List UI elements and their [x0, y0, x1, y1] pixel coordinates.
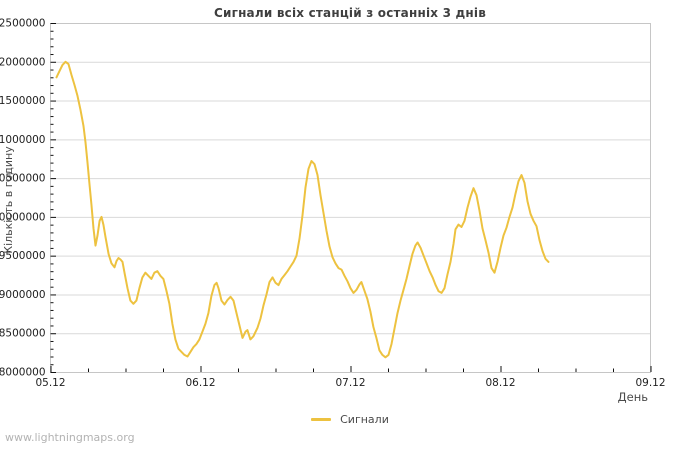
y-tick-label: 11500000	[0, 95, 46, 107]
x-tick-label: 08.12	[485, 377, 515, 389]
legend-line-swatch	[311, 418, 332, 421]
y-tick-label: 9000000	[0, 289, 46, 301]
y-tick-label: 8000000	[0, 367, 46, 379]
y-tick-label: 10500000	[0, 173, 46, 185]
y-axis-title: Кількість в годину	[2, 146, 15, 254]
y-tick-label: 8500000	[0, 328, 46, 340]
y-tick-label: 9500000	[0, 250, 46, 262]
grid-layer	[50, 61, 651, 335]
x-tick-label: 06.12	[185, 377, 215, 389]
y-tick-label: 12000000	[0, 56, 46, 68]
chart-title: Сигнали всіх станцій з останніх 3 днів	[213, 6, 487, 20]
x-tick-label: 05.12	[35, 377, 65, 389]
x-axis-title: День	[618, 390, 649, 404]
signals-series-line	[55, 60, 550, 359]
y-tick-label: 11000000	[0, 134, 46, 146]
series-layer	[55, 60, 550, 359]
plot-border	[50, 23, 651, 373]
x-tick-label: 09.12	[635, 377, 665, 389]
x-tick-label: 07.12	[335, 377, 365, 389]
legend-series-label: Сигнали	[340, 413, 389, 426]
legend: Сигнали	[0, 413, 700, 426]
watermark-url: www.lightningmaps.org	[5, 431, 135, 444]
axis-layer: 8000000 8500000 9000000 9500000 10000000 1050…	[0, 18, 666, 390]
y-tick-label: 12500000	[0, 18, 46, 30]
y-tick-label: 10000000	[0, 211, 46, 223]
